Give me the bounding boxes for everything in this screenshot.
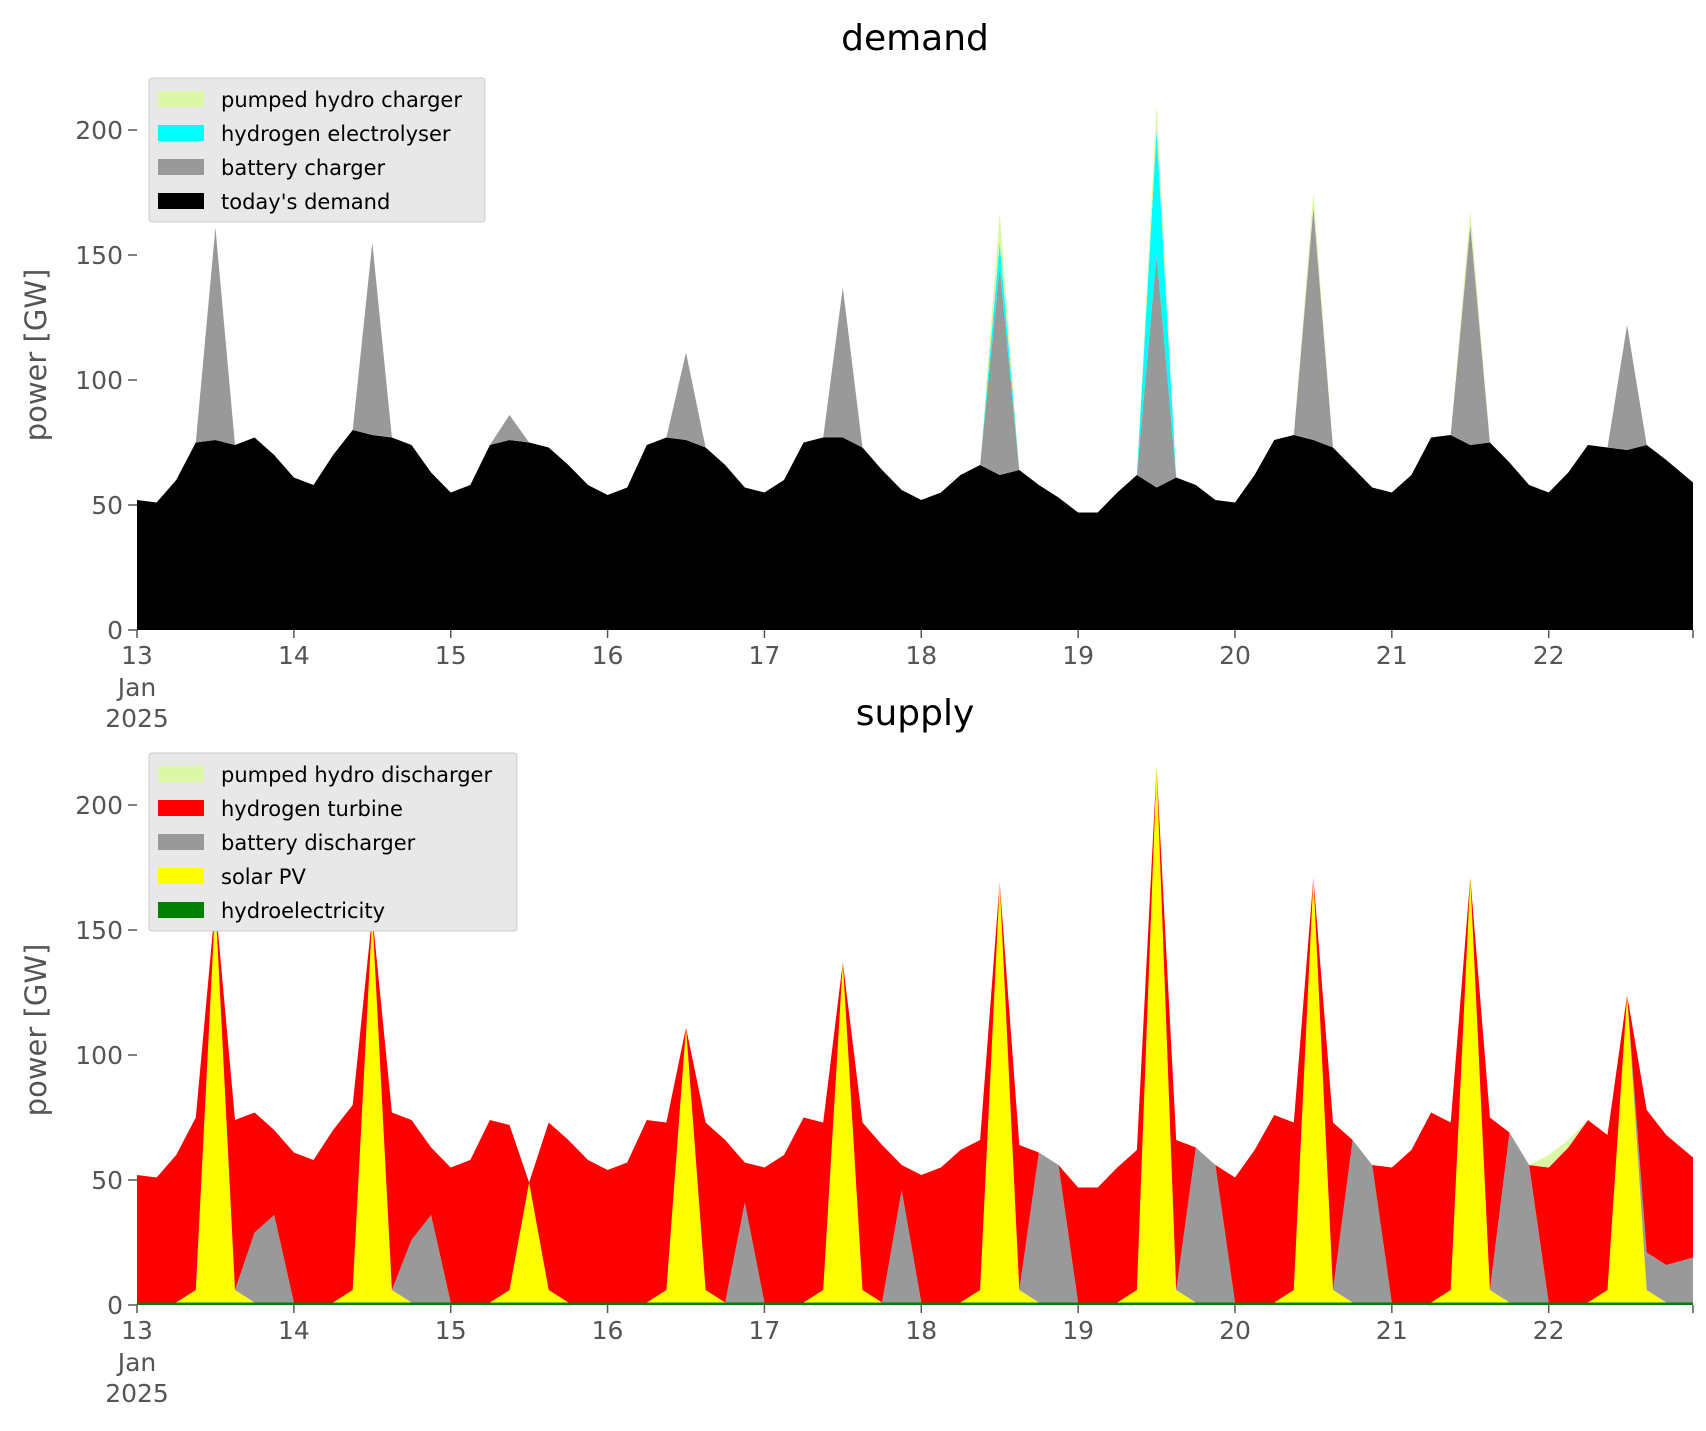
y-tick-label: 100 [75, 1041, 123, 1070]
chart-title: demand [841, 18, 989, 59]
y-tick-label: 200 [75, 116, 123, 145]
x-tick-label: 14 [278, 1316, 310, 1345]
area-demand [137, 430, 1693, 630]
legend-box [148, 752, 518, 932]
x-tick-month: Jan [116, 673, 157, 702]
x-tick-label: 14 [278, 641, 310, 670]
legend-box [148, 77, 486, 223]
legend-label: solar PV [221, 865, 306, 889]
legend-swatch [158, 125, 204, 141]
x-tick-label: 20 [1219, 641, 1251, 670]
legend-swatch [158, 766, 204, 782]
legend-label: hydrogen turbine [221, 797, 403, 821]
x-tick-label: 16 [592, 1316, 624, 1345]
y-tick-label: 150 [75, 916, 123, 945]
y-tick-label: 150 [75, 241, 123, 270]
legend-swatch [158, 91, 204, 107]
x-tick-label: 18 [905, 641, 937, 670]
y-axis-label: power [GW] [19, 269, 53, 442]
area-hydro [137, 1302, 1693, 1305]
x-tick-label: 22 [1533, 1316, 1565, 1345]
y-tick-label: 50 [91, 491, 123, 520]
area-stack [137, 767, 1693, 1305]
x-tick-label: 20 [1219, 1316, 1251, 1345]
area-solar [137, 767, 1693, 1303]
x-tick-label: 22 [1533, 641, 1565, 670]
area-hydrogen_turbine [137, 767, 1693, 1303]
legend-label: hydrogen electrolyser [221, 122, 451, 146]
x-tick-label: 15 [435, 641, 467, 670]
legend-swatch [158, 193, 204, 209]
x-tick-label: 16 [592, 641, 624, 670]
y-tick-label: 200 [75, 791, 123, 820]
x-tick-month: Jan [116, 1348, 157, 1377]
x-tick-label: 21 [1376, 1316, 1408, 1345]
y-axis: 0 50 100 150 200 [75, 791, 137, 1320]
area-stack [137, 105, 1693, 630]
y-axis-label: power [GW] [19, 944, 53, 1117]
legend-label: pumped hydro charger [221, 88, 462, 112]
x-tick-label: 13 [121, 641, 153, 670]
legend-label: pumped hydro discharger [221, 763, 492, 787]
y-tick-label: 0 [107, 616, 123, 645]
x-tick-label: 17 [749, 641, 781, 670]
chart-title: supply [856, 693, 975, 734]
area-battery [137, 207, 1693, 513]
x-tick-year: 2025 [105, 1379, 169, 1408]
legend-swatch [158, 834, 204, 850]
legend-label: battery discharger [221, 831, 416, 855]
legend: pumped hydro charger hydrogen electrolyse… [148, 77, 486, 223]
x-tick-label: 19 [1062, 1316, 1094, 1345]
legend-swatch [158, 868, 204, 884]
area-battery [137, 767, 1693, 1303]
x-tick-label: 15 [435, 1316, 467, 1345]
legend-swatch [158, 902, 204, 918]
legend-swatch [158, 159, 204, 175]
y-tick-label: 50 [91, 1166, 123, 1195]
y-tick-label: 100 [75, 366, 123, 395]
x-tick-label: 17 [749, 1316, 781, 1345]
x-tick-label: 13 [121, 1316, 153, 1345]
legend-swatch [158, 800, 204, 816]
y-axis: 0 50 100 150 200 [75, 116, 137, 645]
x-tick-label: 19 [1062, 641, 1094, 670]
x-tick-label: 18 [905, 1316, 937, 1345]
legend-label: today's demand [221, 190, 390, 214]
legend-label: battery charger [221, 156, 386, 180]
x-tick-label: 21 [1376, 641, 1408, 670]
legend-label: hydroelectricity [221, 899, 385, 923]
y-tick-label: 0 [107, 1291, 123, 1320]
legend: pumped hydro discharger hydrogen turbine b… [148, 752, 518, 932]
x-tick-year: 2025 [105, 704, 169, 733]
